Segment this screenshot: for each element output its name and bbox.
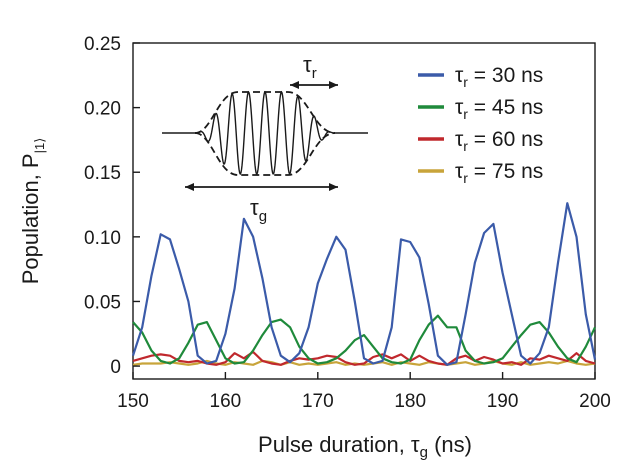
- series-layer: [131, 202, 597, 366]
- inset-envelope-top: [194, 91, 336, 134]
- x-tick-label: 190: [487, 391, 519, 412]
- x-tick-label: 150: [117, 391, 149, 412]
- y-tick-label: 0: [110, 357, 121, 378]
- legend-label-2: τr = 60 ns: [455, 128, 543, 154]
- legend-label-1: τr = 45 ns: [455, 96, 543, 122]
- x-tick-label: 180: [394, 391, 426, 412]
- series-line-2: [132, 350, 596, 366]
- rise-time-arrowhead-right: [329, 81, 338, 89]
- y-axis-label: Population, P|1⟩: [18, 138, 47, 285]
- y-tick-label: 0.10: [84, 228, 121, 249]
- y-tick-label: 0.25: [84, 34, 121, 55]
- gate-time-label: τg: [250, 195, 267, 225]
- y-tick-label: 0.20: [84, 99, 121, 120]
- pulse-schematic-inset: τr τg: [162, 52, 368, 225]
- inset-envelope-bottom: [194, 132, 336, 176]
- plot-area: [132, 42, 596, 380]
- legend-label-0: τr = 30 ns: [455, 64, 543, 90]
- legend: τr = 30 ns τr = 45 ns τr = 60 ns τr = 75 ns: [418, 64, 543, 186]
- svg-text:Population, P|1⟩: Population, P|1⟩: [18, 138, 47, 285]
- x-axis-label: Pulse duration, τg (ns): [258, 432, 472, 461]
- y-tick-label: 0.05: [84, 292, 121, 313]
- gate-time-arrowhead-right: [329, 183, 338, 191]
- legend-label-3: τr = 75 ns: [455, 160, 543, 186]
- axes-ticks: 150 160 170 180 190 200 0 0.05 0.10 0.15 0.20 0.25: [84, 34, 611, 412]
- x-tick-label: 170: [302, 391, 334, 412]
- gate-time-arrowhead-left: [185, 183, 194, 191]
- series-line-0: [131, 202, 597, 366]
- x-tick-label: 200: [579, 391, 611, 412]
- rise-time-label: τr: [303, 52, 317, 82]
- inset-oscillation: [195, 90, 335, 175]
- y-tick-label: 0.15: [84, 163, 121, 184]
- x-tick-label: 160: [210, 391, 242, 412]
- rise-time-arrowhead-left: [290, 81, 299, 89]
